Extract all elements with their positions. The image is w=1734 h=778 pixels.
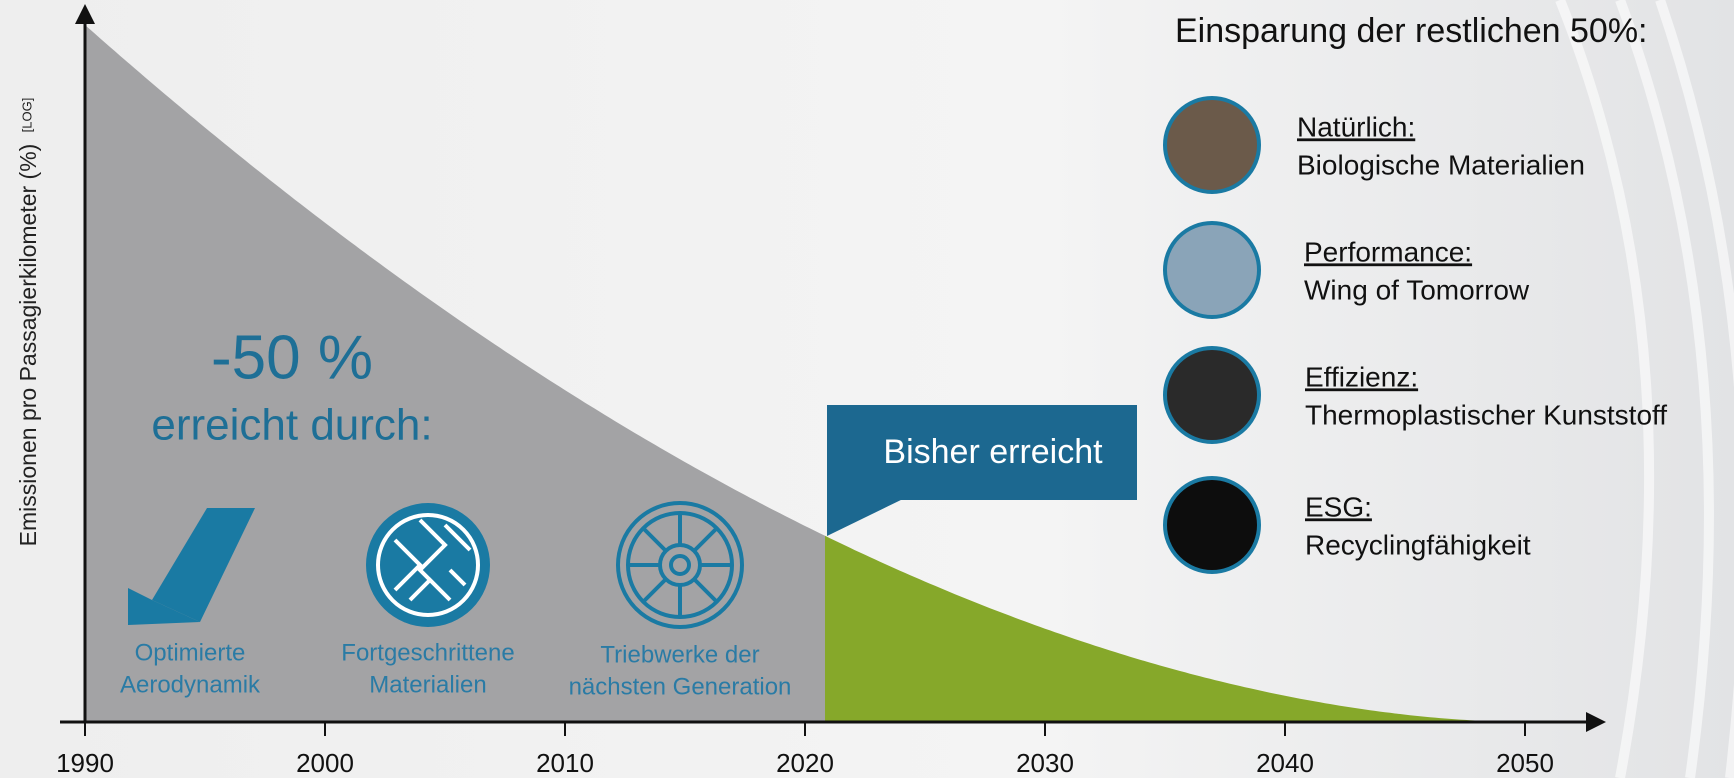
item-image <box>1163 476 1261 574</box>
headline: -50 % <box>211 323 373 392</box>
engine-icon <box>616 501 744 629</box>
x-tick-label: 2040 <box>1256 748 1314 778</box>
item-heading: Performance: <box>1304 236 1472 267</box>
item-text: Biologische Materialien <box>1297 149 1585 180</box>
item-heading: ESG: <box>1305 491 1372 522</box>
item-image <box>1163 346 1261 444</box>
item-text: Thermoplastischer Kunststoff <box>1305 399 1667 430</box>
callout-text: Bisher erreicht <box>883 433 1103 471</box>
x-tick-label: 2020 <box>776 748 834 778</box>
measure-label: Materialien <box>369 671 486 698</box>
materials-icon <box>366 503 490 627</box>
x-ticks: 1990 2000 2010 2020 2030 2040 2050 <box>56 722 1554 778</box>
x-axis-arrow <box>1586 712 1606 732</box>
x-tick-label: 2000 <box>296 748 354 778</box>
callout-box <box>827 405 1137 500</box>
item-text: Recyclingfähigkeit <box>1305 529 1531 560</box>
y-axis-label: Emissionen pro Passagierkilometer (%) <box>15 144 41 547</box>
x-tick-label: 2010 <box>536 748 594 778</box>
x-tick-label: 2030 <box>1016 748 1074 778</box>
measure-label: Fortgeschrittene <box>341 639 514 666</box>
achieved-area <box>85 25 825 722</box>
measure-label: Triebwerke der <box>600 641 759 668</box>
y-axis-scale: [LOG] <box>19 98 34 133</box>
x-tick-label: 1990 <box>56 748 114 778</box>
y-axis-arrow <box>75 4 95 24</box>
callout-tail <box>827 498 905 536</box>
measure-label: nächsten Generation <box>569 673 792 700</box>
item-heading: Effizienz: <box>1305 361 1418 392</box>
item-image <box>1163 221 1261 319</box>
remaining-items: Natürlich: Biologische Materialien Perform… <box>1163 96 1667 574</box>
measures: Optimierte Aerodynamik Fortgeschrittene Mat… <box>120 639 791 700</box>
item-text: Wing of Tomorrow <box>1304 274 1530 305</box>
subline: erreicht durch: <box>151 401 432 450</box>
measure-label: Aerodynamik <box>120 671 261 698</box>
remaining-title: Einsparung der restlichen 50%: <box>1175 12 1648 50</box>
aero-icon <box>128 508 255 625</box>
remaining-area <box>825 535 1525 722</box>
measure-label: Optimierte <box>135 639 246 666</box>
item-image <box>1163 96 1261 194</box>
background-arcs <box>1555 0 1734 778</box>
x-tick-label: 2050 <box>1496 748 1554 778</box>
item-heading: Natürlich: <box>1297 111 1415 142</box>
